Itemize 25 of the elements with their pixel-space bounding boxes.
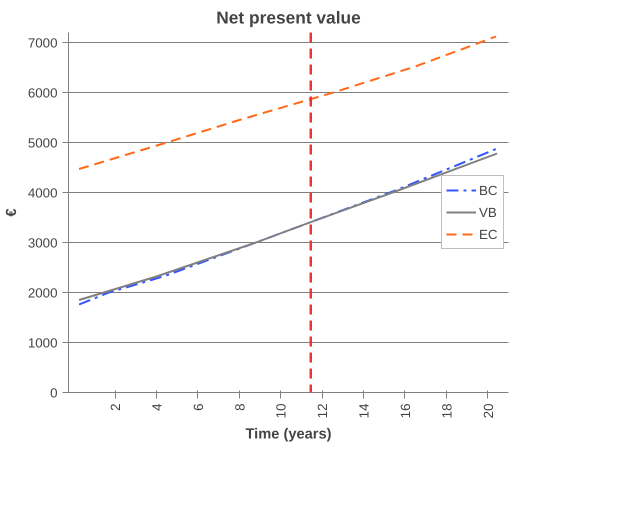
x-tick-label: 12 <box>315 403 330 418</box>
y-tick-label: 4000 <box>28 186 58 200</box>
chart-title: Net present value <box>216 8 362 28</box>
y-tick-label: 1000 <box>28 336 58 350</box>
x-tick-label: 6 <box>190 403 206 411</box>
legend-label: VB <box>479 204 498 220</box>
legend-label: BC <box>479 182 499 198</box>
x-tick-label: 10 <box>274 403 289 418</box>
x-axis-title: Time (years) <box>245 426 332 442</box>
y-tick-label: 0 <box>50 386 58 400</box>
y-axis-title: € <box>4 208 20 217</box>
y-tick-label: 5000 <box>28 136 58 150</box>
x-tick-label: 8 <box>232 403 248 411</box>
x-tick-label: 2 <box>108 403 124 411</box>
x-tick-label: 14 <box>356 402 372 418</box>
y-tick-label: 3000 <box>28 236 58 250</box>
x-tick-label: 16 <box>398 403 413 418</box>
y-tick-label: 6000 <box>28 86 58 100</box>
x-tick-label: 4 <box>150 402 164 411</box>
line-series <box>78 36 498 170</box>
y-tick-label: 2000 <box>28 286 58 300</box>
y-tick-label: 7000 <box>28 36 58 50</box>
legend-label: EC <box>479 226 499 242</box>
x-tick-label: 20 <box>480 403 496 418</box>
x-tick-label: 18 <box>439 403 454 418</box>
